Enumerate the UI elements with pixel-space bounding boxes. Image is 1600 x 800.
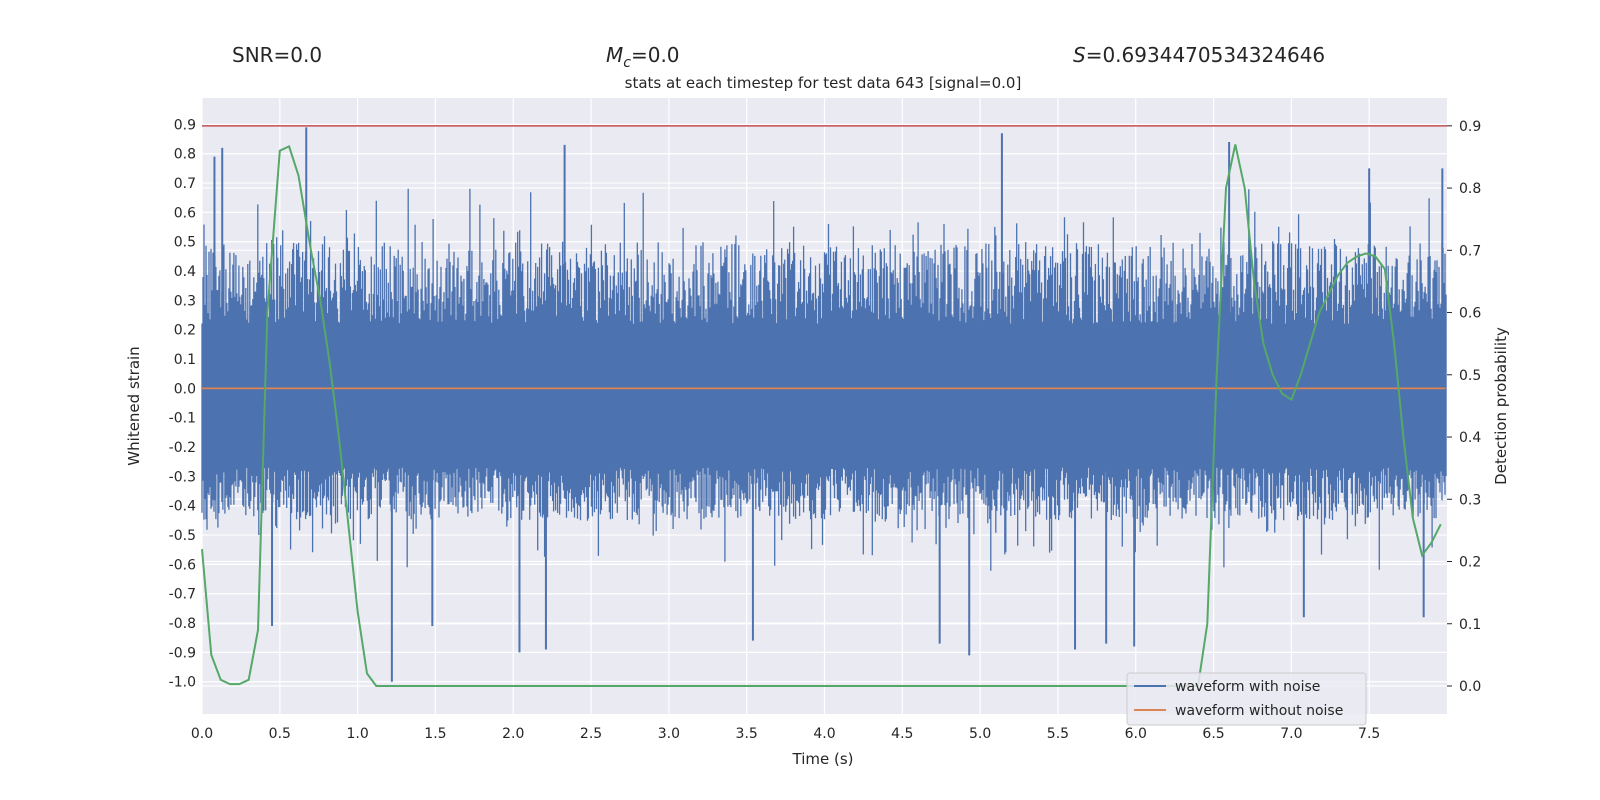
y-tick-label: -0.5: [169, 528, 196, 544]
s-statistic-label: S=0.6934470534324646: [1073, 43, 1325, 67]
legend-label-clean: waveform without noise: [1175, 703, 1343, 719]
mc-subscript: c: [623, 55, 631, 71]
chirp-mass-label: Mc=0.0: [606, 43, 680, 71]
noise-fill: [201, 188, 1447, 571]
x-tick-label: 5.0: [969, 726, 991, 742]
x-tick-label: 0.0: [191, 726, 213, 742]
y2-tick-label: 0.6: [1459, 306, 1481, 322]
y-tick-label: 0.1: [174, 352, 196, 368]
mc-value: =0.0: [631, 43, 680, 67]
y-tick-label: 0.5: [174, 235, 196, 251]
y-tick-label: 0.6: [174, 205, 196, 221]
x-axis-label: Time (s): [792, 750, 854, 768]
legend-box: [1126, 672, 1367, 726]
x-tick-label: 4.0: [813, 726, 835, 742]
legend: waveform with noise waveform without noi…: [1126, 672, 1367, 726]
x-tick-label: 7.0: [1280, 726, 1302, 742]
y2-tick-label: 0.0: [1459, 679, 1481, 695]
y-tick-label: 0.7: [174, 176, 196, 192]
y2-tick-label: 0.7: [1459, 243, 1481, 259]
y-axis-label: Whitened strain: [125, 346, 143, 465]
y-tick-label: 0.2: [174, 323, 196, 339]
y2-axis-label: Detection probability: [1492, 327, 1510, 485]
y-tick-label: 0.4: [174, 264, 196, 280]
y2-axis-ticks: 0.9 0.8 0.7 0.6 0.5 0.4 0.3 0.2 0.1 0.0: [1447, 119, 1481, 695]
y2-tick-label: 0.5: [1459, 368, 1481, 384]
x-tick-label: 3.5: [736, 726, 758, 742]
chart-subtitle: stats at each timestep for test data 643…: [625, 74, 1022, 92]
x-tick-label: 4.5: [891, 726, 913, 742]
legend-label-noise: waveform with noise: [1175, 679, 1320, 695]
y-tick-label: -0.7: [169, 587, 196, 603]
x-tick-label: 0.5: [269, 726, 291, 742]
y-tick-label: 0.8: [174, 147, 196, 163]
y-tick-label: 0.0: [174, 381, 196, 397]
x-tick-label: 1.0: [346, 726, 368, 742]
mc-symbol: M: [606, 43, 623, 67]
y2-tick-label: 0.2: [1459, 555, 1481, 571]
x-axis-ticks: 0.0 0.5 1.0 1.5 2.0 2.5 3.0 3.5 4.0 4.5 5.0 5.5 6.0 6…: [191, 726, 1380, 742]
snr-label: SNR=0.0: [232, 43, 322, 67]
s-symbol: S: [1073, 43, 1086, 67]
x-tick-label: 2.0: [502, 726, 524, 742]
x-tick-label: 3.0: [658, 726, 680, 742]
y-tick-label: -0.4: [169, 499, 196, 515]
y2-tick-label: 0.9: [1459, 119, 1481, 135]
y-tick-label: -0.9: [169, 645, 196, 661]
x-tick-label: 2.5: [580, 726, 602, 742]
y-tick-label: -0.2: [169, 440, 196, 456]
y2-tick-label: 0.1: [1459, 617, 1481, 633]
y-tick-label: -0.1: [169, 411, 196, 427]
x-tick-label: 6.5: [1202, 726, 1224, 742]
x-tick-label: 5.5: [1047, 726, 1069, 742]
y-tick-label: 0.3: [174, 293, 196, 309]
y-tick-label: -0.3: [169, 469, 196, 485]
y-tick-label: 0.9: [174, 117, 196, 133]
y-tick-label: -0.6: [169, 557, 196, 573]
y2-tick-label: 0.3: [1459, 492, 1481, 508]
y-tick-label: -1.0: [169, 675, 196, 691]
y2-tick-label: 0.8: [1459, 181, 1481, 197]
y-tick-label: -0.8: [169, 616, 196, 632]
x-tick-label: 7.5: [1358, 726, 1380, 742]
y2-tick-label: 0.4: [1459, 430, 1481, 446]
series-waveform-with-noise: [201, 127, 1447, 682]
y-axis-ticks: 0.9 0.8 0.7 0.6 0.5 0.4 0.3 0.2 0.1 0.0 -0.1 -0.2 -0…: [169, 117, 196, 690]
x-tick-label: 1.5: [424, 726, 446, 742]
x-tick-label: 6.0: [1125, 726, 1147, 742]
s-value: =0.6934470534324646: [1086, 43, 1325, 67]
